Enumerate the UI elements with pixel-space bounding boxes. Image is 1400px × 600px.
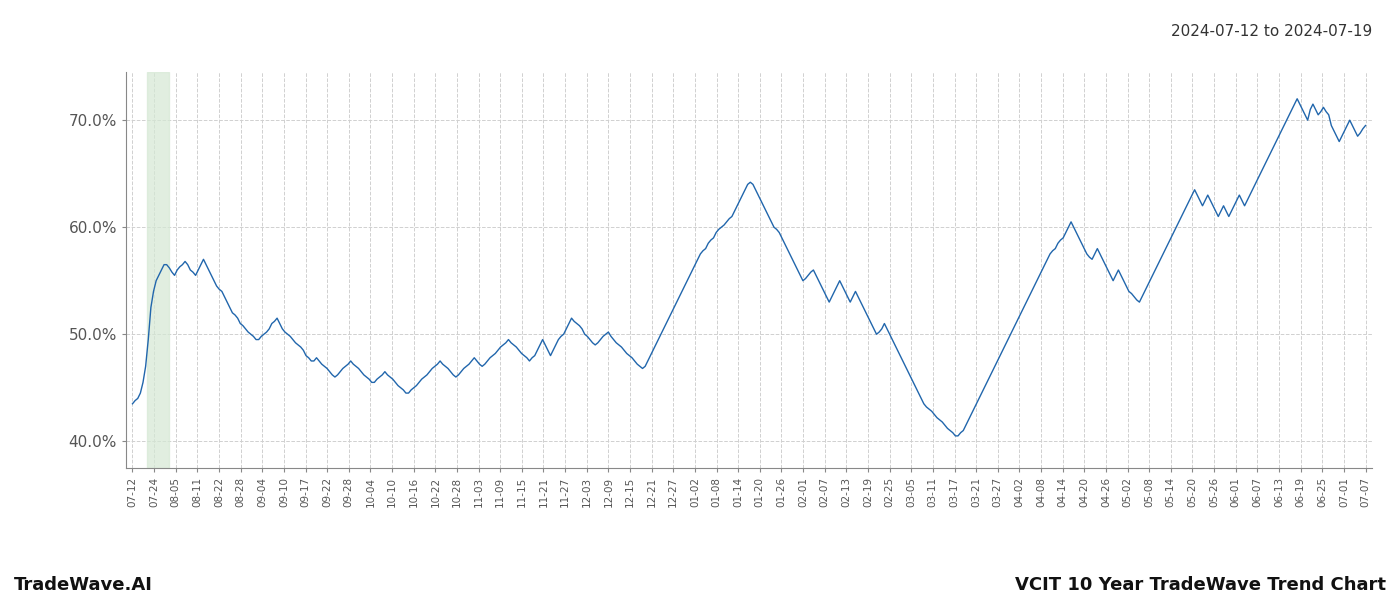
Bar [147, 72, 169, 468]
Text: TradeWave.AI: TradeWave.AI [14, 576, 153, 594]
Text: 2024-07-12 to 2024-07-19: 2024-07-12 to 2024-07-19 [1170, 24, 1372, 39]
Text: VCIT 10 Year TradeWave Trend Chart: VCIT 10 Year TradeWave Trend Chart [1015, 576, 1386, 594]
